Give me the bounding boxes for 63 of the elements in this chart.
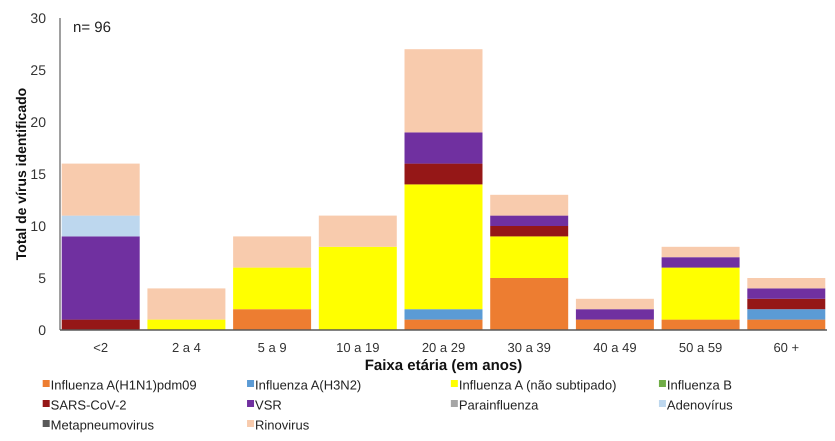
legend-label: Metapneumovirus: [50, 418, 155, 433]
x-tick-label: 40 a 49: [593, 340, 637, 355]
bar: [318, 216, 397, 247]
y-tick-label: 25: [30, 62, 46, 78]
bar: [490, 216, 568, 226]
bar: [662, 268, 740, 320]
bar: [747, 278, 826, 288]
bar: [576, 298, 654, 310]
x-tick-label: 10 a 19: [336, 340, 380, 355]
bar: [662, 246, 740, 258]
x-tick-label: 30 a 39: [508, 340, 551, 355]
legend-label: Parainfluenza: [458, 398, 540, 413]
bar: [747, 309, 826, 320]
bar: [233, 236, 312, 268]
x-tick-label: 5 a 9: [258, 340, 287, 355]
annotation: n= 96: [73, 19, 111, 36]
bar: [747, 298, 826, 310]
legend-label: Adenovírus: [666, 398, 734, 413]
bar: [62, 164, 140, 216]
legend-label: Influenza A(H1N1)pdm09: [50, 378, 197, 393]
y-tick-label: 15: [30, 166, 46, 182]
legend-label: Influenza B: [666, 378, 732, 393]
bar: [404, 184, 482, 310]
legend-label: Influenza A(H3N2): [255, 378, 362, 393]
y-tick-label: 20: [30, 114, 46, 130]
bar: [404, 320, 482, 330]
bar: [490, 236, 568, 278]
bar: [62, 216, 140, 236]
bar: [147, 288, 226, 320]
bar: [147, 320, 226, 330]
y-axis-title: Total de vírus identificado: [13, 88, 29, 260]
bar: [490, 226, 568, 236]
bar: [233, 268, 312, 310]
bar: [233, 309, 312, 330]
bar: [747, 288, 826, 299]
x-tick-label: 60 +: [773, 340, 800, 355]
bar: [490, 278, 568, 330]
bar: [747, 320, 826, 330]
x-tick-label: <2: [93, 340, 108, 355]
bar: [404, 164, 482, 184]
y-tick-label: 10: [30, 218, 46, 234]
bar: [576, 309, 654, 320]
bar: [62, 320, 140, 330]
bar: [662, 257, 740, 268]
bar: [318, 246, 397, 330]
x-tick-label: 2 a 4: [172, 340, 201, 355]
y-tick-label: 30: [30, 10, 46, 26]
legend-label: VSR: [255, 398, 282, 413]
bar: [576, 320, 654, 330]
bar: [662, 320, 740, 330]
x-tick-label: 20 a 29: [422, 340, 466, 355]
bar: [404, 309, 482, 320]
bar: [490, 194, 568, 216]
y-tick-label: 0: [38, 322, 46, 338]
bar: [404, 132, 482, 164]
legend-label: Influenza A (não subtipado): [458, 378, 616, 393]
bar: [62, 236, 140, 320]
legend-label: SARS-CoV-2: [50, 398, 127, 413]
x-axis-title: Faixa etária (em anos): [364, 357, 522, 374]
legend-label: Rinovirus: [255, 418, 310, 433]
x-tick-label: 50 a 59: [678, 340, 722, 355]
y-tick-label: 5: [38, 270, 46, 286]
bar: [404, 49, 482, 132]
